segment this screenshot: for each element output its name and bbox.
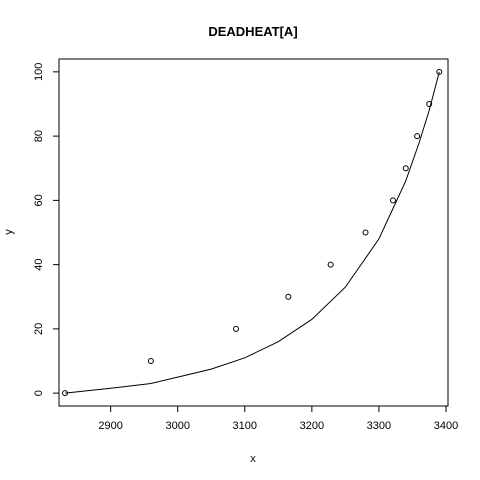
y-tick-label-100: 100: [33, 63, 45, 81]
data-point: [390, 197, 397, 204]
plot-frame: [58, 58, 449, 407]
data-point: [402, 165, 409, 172]
x-tick-label-3000: 3000: [165, 420, 189, 432]
data-point: [327, 261, 334, 268]
fitted-curve: [64, 71, 440, 394]
data-point: [233, 325, 240, 332]
y-tick-label-60: 60: [33, 194, 45, 206]
x-axis-title: x: [250, 453, 256, 465]
data-points: [62, 68, 443, 397]
x-tick-label-3300: 3300: [367, 420, 391, 432]
data-point: [362, 229, 369, 236]
data-point: [414, 133, 421, 140]
y-axis: 0 20 40 60 80 100: [33, 63, 59, 396]
data-point: [62, 390, 69, 397]
data-point: [285, 293, 292, 300]
y-tick-label-40: 40: [33, 259, 45, 271]
y-tick-label-80: 80: [33, 130, 45, 142]
data-point: [147, 358, 154, 365]
x-tick-label-3100: 3100: [233, 420, 257, 432]
x-axis: 2900 3000 3100 3200 3300 3400: [98, 406, 458, 432]
y-tick-label-20: 20: [33, 323, 45, 335]
y-tick-label-0: 0: [33, 390, 45, 396]
y-axis-title: y: [3, 229, 15, 235]
data-point: [426, 100, 433, 107]
x-tick-label-3200: 3200: [300, 420, 324, 432]
x-tick-label-3400: 3400: [434, 420, 458, 432]
data-point: [436, 68, 443, 75]
chart-title: DEADHEAT[A]: [208, 24, 297, 39]
x-tick-label-2900: 2900: [98, 420, 122, 432]
